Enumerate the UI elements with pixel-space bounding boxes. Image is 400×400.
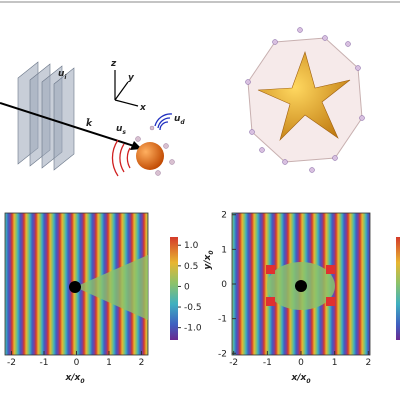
- x-tick-label: 1: [332, 358, 338, 368]
- colorbar-tick-label: -0.5: [184, 303, 202, 313]
- y-tick-label: -2: [218, 349, 227, 359]
- incident-label: ui: [58, 69, 67, 81]
- colorbar-tick-label: 0: [184, 282, 190, 292]
- wavevector-label: k̂: [86, 117, 93, 129]
- x-tick-label: 0: [298, 358, 304, 368]
- colorbar: [170, 237, 178, 340]
- y-tick-label: 2: [221, 211, 227, 221]
- x-tick-label: 0: [74, 358, 80, 368]
- illustration: ui k̂ z y x us ud: [0, 27, 365, 177]
- x-tick-label: -2: [7, 358, 16, 368]
- y-tick-label: -1: [218, 315, 227, 325]
- x-tick-label: 2: [139, 358, 145, 368]
- colorbar-tick-label: -1.0: [184, 324, 202, 334]
- right-y-label: y/x0: [203, 250, 215, 269]
- x-tick-label: -2: [229, 358, 238, 368]
- x-tick-label: 2: [365, 358, 371, 368]
- colorbar-tick-label: 1.0: [184, 241, 199, 251]
- scattered-label: us: [116, 124, 126, 136]
- colorbar-tick-label: 0.5: [184, 262, 198, 272]
- x-tick-label: -1: [263, 358, 272, 368]
- y-tick-label: 0: [221, 280, 227, 290]
- x-tick-label: -1: [40, 358, 49, 368]
- scatterer: [69, 281, 81, 293]
- left-x-label: x/x0: [64, 373, 84, 385]
- x-tick-label: 1: [106, 358, 112, 368]
- axis-y: y: [128, 73, 135, 83]
- scatterer: [295, 280, 307, 292]
- colorbar: [396, 237, 400, 340]
- dipole-label: ud: [174, 114, 185, 126]
- axis-x: x: [139, 103, 147, 113]
- right-x-label: x/x0: [290, 373, 310, 385]
- axis-z: z: [110, 59, 117, 69]
- y-tick-label: 1: [221, 245, 227, 255]
